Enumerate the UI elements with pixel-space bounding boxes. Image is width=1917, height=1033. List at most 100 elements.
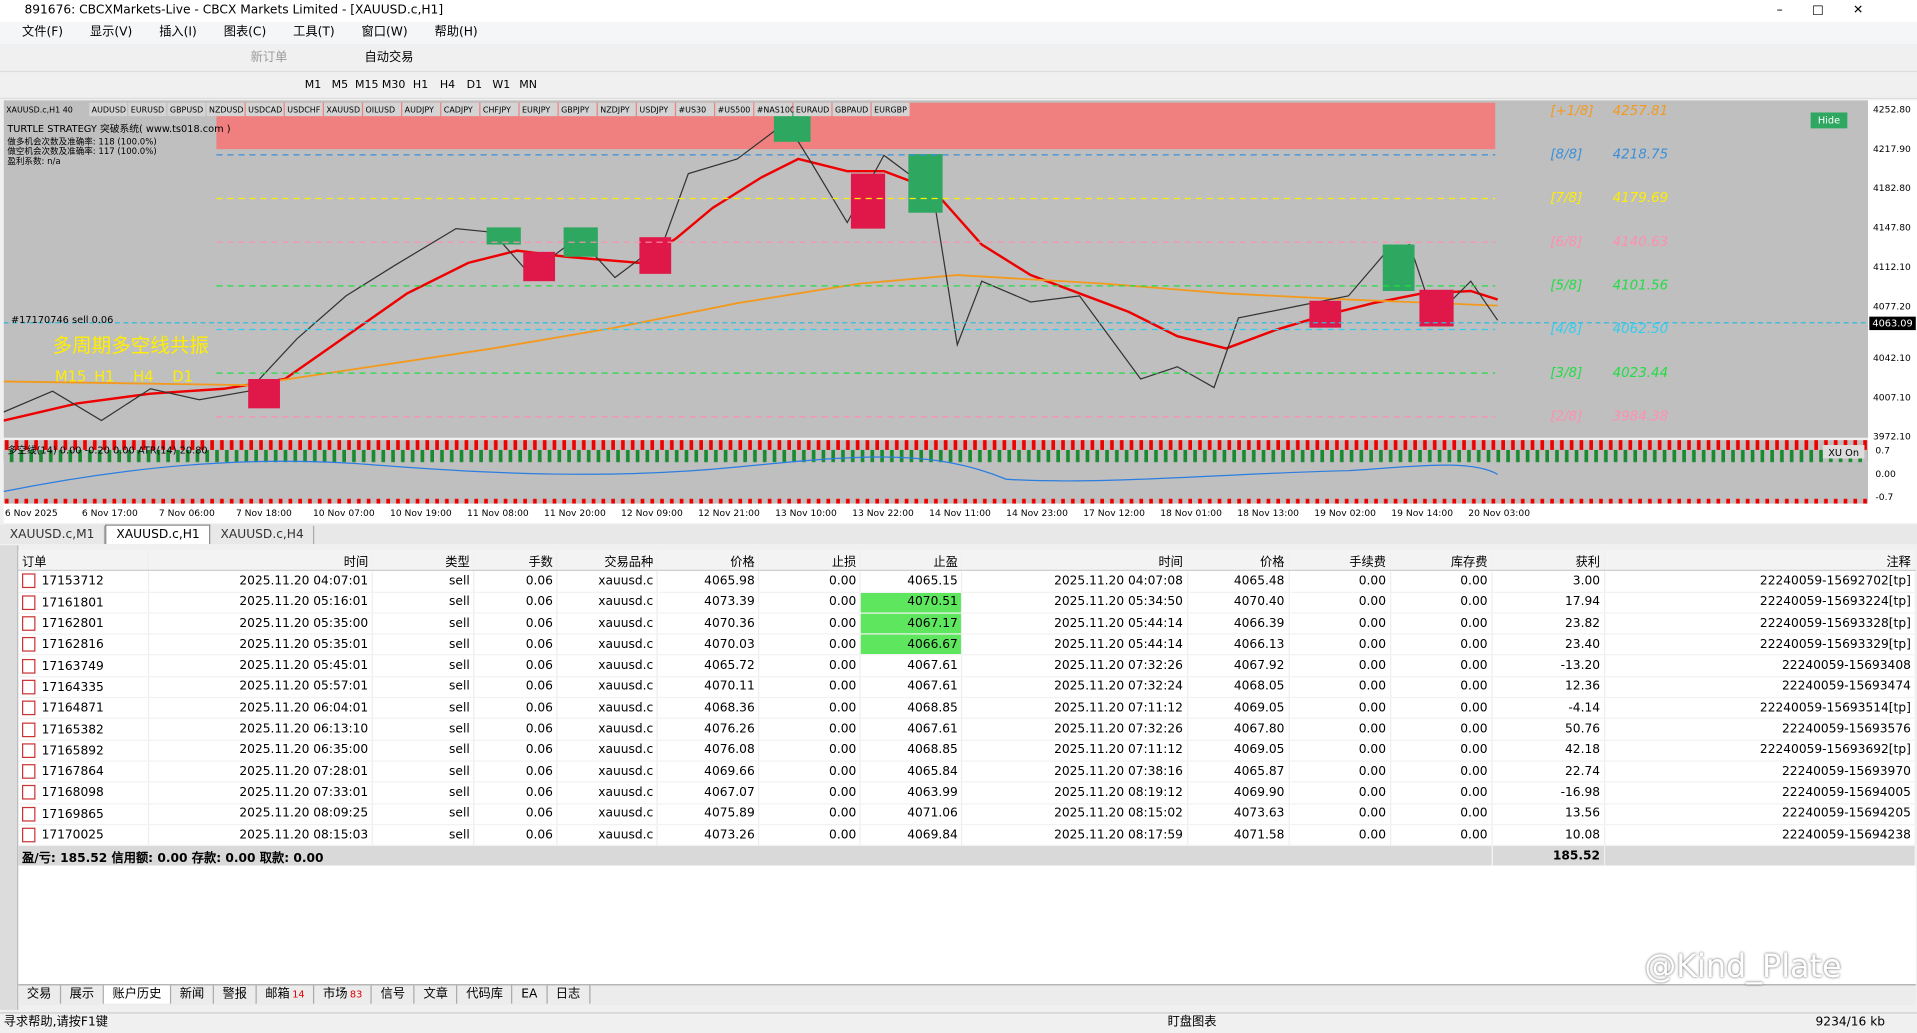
timeframe-button[interactable]: M15 — [355, 79, 379, 92]
column-header[interactable]: 订单 — [18, 550, 150, 572]
table-cell: 17164335 — [18, 676, 150, 699]
cell-text: 0.06 — [525, 828, 553, 842]
terminal-tab[interactable]: 展示 — [61, 985, 104, 1004]
table-cell: 2025.11.20 04:07:01 — [148, 570, 374, 593]
symbol-button[interactable]: USDCAD — [248, 105, 282, 114]
cell-text: 22240059-15694205 — [1782, 807, 1911, 821]
cell-text: 22240059-15693514[tp] — [1759, 701, 1911, 715]
column-header[interactable]: 手数 — [474, 550, 558, 572]
timeframe-button[interactable]: MN — [519, 79, 538, 92]
terminal-tab[interactable]: 市场 83 — [314, 985, 373, 1004]
column-header[interactable]: 止损 — [759, 550, 862, 572]
terminal-tab[interactable]: 代码库 — [458, 985, 513, 1004]
terminal-tab[interactable]: 警报 — [214, 985, 257, 1004]
symbol-button[interactable]: USDCHF — [287, 105, 320, 114]
terminal-tab[interactable]: 交易 — [18, 985, 62, 1004]
column-header[interactable]: 交易品种 — [557, 550, 659, 572]
symbol-button-bg — [284, 102, 323, 117]
symbol-button[interactable]: CADJPY — [444, 105, 473, 114]
column-header[interactable]: 手续费 — [1288, 550, 1391, 572]
chart-tab[interactable]: XAUUSD.c,M1 — [0, 525, 106, 545]
terminal-tab[interactable]: 文章 — [415, 985, 458, 1004]
symbol-button[interactable]: EURGBP — [874, 105, 907, 114]
terminal-tab[interactable]: EA — [513, 985, 548, 1004]
terminal-tab[interactable]: 账户历史 — [103, 985, 172, 1004]
column-header[interactable]: 价格 — [657, 550, 760, 572]
symbol-button[interactable]: #NAS100 — [757, 105, 795, 114]
tab-label: 新闻 — [179, 987, 205, 1002]
chart-tabs: XAUUSD.c,M1 XAUUSD.c,H1 XAUUSD.c,H4 — [0, 524, 1917, 545]
column-header[interactable]: 类型 — [372, 550, 475, 572]
menu-item[interactable]: 图表(C) — [223, 25, 267, 40]
timeframe-button[interactable]: D1 — [466, 79, 483, 92]
time-axis-label: 13 Nov 22:00 — [852, 508, 914, 519]
table-cell: 17162816 — [18, 634, 150, 656]
symbol-button[interactable]: EURAUD — [796, 105, 829, 114]
menu-item[interactable]: 文件(F) — [22, 25, 64, 40]
auto-trade-button[interactable]: 自动交易 — [364, 51, 414, 65]
tab-label: 代码库 — [466, 987, 503, 1002]
chart-tab[interactable]: XAUUSD.c,H1 — [105, 524, 211, 545]
symbol-button[interactable]: CHFJPY — [483, 105, 511, 114]
indicator-button[interactable]: XU On — [1828, 448, 1859, 459]
table-cell: 0.06 — [474, 803, 558, 826]
column-header[interactable]: 止盈 — [860, 550, 963, 572]
symbol-button[interactable]: NZDJPY — [600, 105, 629, 114]
column-header[interactable]: 库存费 — [1390, 550, 1493, 572]
new-order-button[interactable]: 新订单 — [250, 51, 288, 65]
chart-tab[interactable]: XAUUSD.c,H4 — [211, 525, 315, 545]
terminal-tab[interactable]: 日志 — [547, 985, 590, 1004]
timeframe-button[interactable]: H1 — [412, 79, 429, 92]
timeframe-button[interactable]: M5 — [331, 79, 349, 92]
timeframe-button[interactable]: W1 — [492, 79, 511, 92]
table-cell: 2025.11.20 05:44:14 — [962, 612, 1188, 635]
symbol-button[interactable]: GBPUSD — [170, 105, 203, 114]
table-cell: 4065.72 — [657, 655, 760, 678]
time-axis-label: 14 Nov 11:00 — [929, 508, 991, 519]
cell-text: 4076.26 — [704, 722, 755, 737]
symbol-button[interactable]: EURJPY — [522, 105, 550, 114]
tab-label: EA — [521, 987, 538, 1002]
terminal-tab[interactable]: 邮箱 14 — [257, 985, 315, 1004]
symbol-button[interactable]: AUDUSD — [92, 105, 126, 114]
symbol-button[interactable]: GBPJPY — [561, 105, 589, 114]
table-cell: 2025.11.20 06:35:00 — [148, 739, 374, 762]
timeframe-button[interactable]: M1 — [304, 79, 322, 92]
symbol-button[interactable]: XAUUSD.c,H1 40 — [6, 105, 73, 114]
cell-text: 0.00 — [1358, 807, 1386, 821]
timeframe-button[interactable]: H4 — [439, 79, 456, 92]
cell-text: sell — [449, 828, 470, 842]
menu-item[interactable]: 帮助(H) — [434, 25, 478, 40]
menu-item[interactable]: 插入(I) — [159, 25, 197, 40]
menu-item[interactable]: 窗口(W) — [361, 25, 408, 40]
cell-text: 0.00 — [829, 680, 857, 694]
hide-button[interactable]: Hide — [1818, 115, 1840, 126]
symbol-button[interactable]: AUDJPY — [405, 105, 434, 114]
table-cell: 4069.84 — [860, 824, 963, 847]
cell-text: 23.82 — [1565, 616, 1601, 631]
column-header[interactable]: 获利 — [1491, 550, 1605, 572]
resonance-period: H1 — [94, 368, 114, 385]
symbol-button[interactable]: OILUSD — [366, 105, 396, 114]
symbol-button[interactable]: #US500 — [718, 105, 751, 114]
terminal-tab[interactable]: 新闻 — [171, 985, 214, 1004]
symbol-button[interactable]: NZDUSD — [209, 105, 243, 114]
cell-text: sell — [449, 680, 470, 694]
menu-item[interactable]: 工具(T) — [293, 25, 335, 40]
symbol-button[interactable]: XAUUSD — [326, 105, 360, 114]
column-header[interactable]: 时间 — [148, 550, 374, 572]
timeframe-button[interactable]: M30 — [381, 79, 406, 92]
cell-text: 17169865 — [41, 807, 104, 822]
symbol-button[interactable]: GBPAUD — [835, 105, 868, 114]
column-header[interactable]: 价格 — [1187, 550, 1290, 572]
symbol-button[interactable]: USDJPY — [639, 105, 668, 114]
symbol-button[interactable]: #US30 — [679, 105, 707, 114]
column-header[interactable]: 时间 — [962, 550, 1188, 572]
symbol-button[interactable]: EURUSD — [131, 105, 164, 114]
terminal-tab[interactable]: 信号 — [372, 985, 415, 1004]
column-header[interactable]: 注释 — [1604, 550, 1916, 572]
menu-item[interactable]: 显示(V) — [89, 25, 133, 40]
table-cell: 0.00 — [1288, 591, 1391, 614]
tab-label: 账户历史 — [112, 987, 162, 1002]
table-cell: 4069.66 — [657, 761, 760, 783]
